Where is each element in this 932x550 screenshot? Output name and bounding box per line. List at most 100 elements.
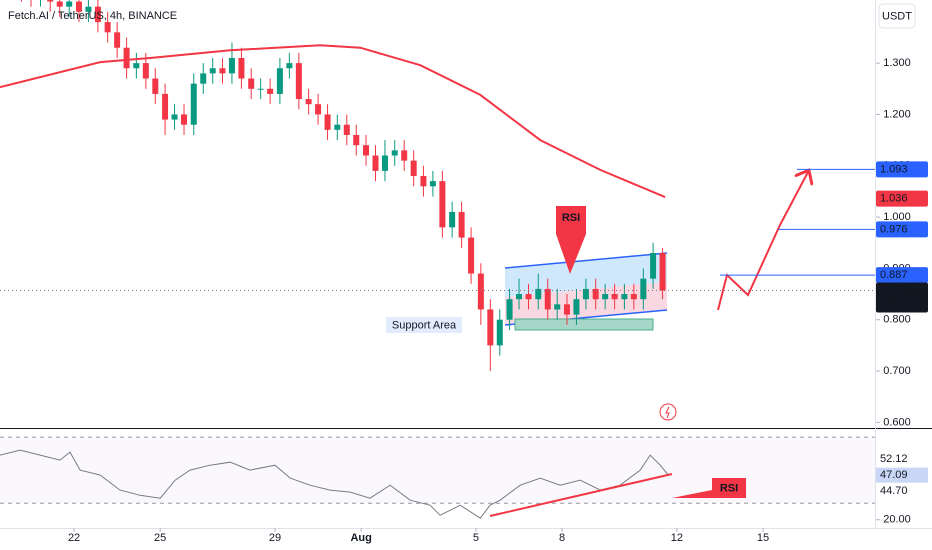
candle-body [496, 319, 503, 346]
candle-body [56, 1, 63, 7]
rsi-badge [876, 467, 928, 483]
candle-body [200, 73, 207, 84]
candle-body [468, 237, 475, 274]
candle-body [544, 288, 551, 310]
price-badge [876, 161, 928, 178]
candle-body [363, 145, 370, 156]
rsi-callout [556, 206, 586, 274]
event-icon[interactable] [659, 403, 677, 421]
candle-body [525, 294, 532, 300]
rsi-callout-lower [672, 478, 746, 498]
candle-body [286, 63, 293, 69]
candle-body [640, 278, 647, 300]
candle-body [592, 288, 599, 300]
candle-body [47, 0, 54, 2]
x-tick-label: 29 [269, 532, 281, 544]
candle-body [372, 155, 379, 171]
candle-body [171, 114, 178, 120]
rsi-badge-label: 47.09 [880, 469, 908, 481]
candle-body [420, 176, 427, 187]
candle-body [104, 22, 111, 33]
event-icon-bolt [665, 406, 670, 419]
currency-box[interactable] [878, 3, 916, 29]
rsi-badge [876, 451, 928, 467]
x-tick-label: 12 [671, 532, 683, 544]
y-tick-label: 1.300 [883, 57, 911, 69]
y-tick-label: 1.200 [883, 108, 911, 120]
rsi-line [0, 449, 669, 519]
candle-body [487, 309, 494, 346]
rsi-callout-lower-text: RSI [720, 482, 738, 494]
y-tick-label: 0.700 [883, 365, 911, 377]
countdown: 01:26:59 [880, 298, 923, 310]
price-badge-label: 1.036 [880, 193, 908, 205]
candle-body [563, 304, 570, 315]
channel-upper [505, 253, 667, 297]
candle-body [133, 63, 140, 69]
currency: USDT [882, 10, 912, 22]
candle-body [573, 299, 580, 315]
candle-body [516, 294, 523, 300]
price-badge [876, 267, 928, 284]
candle-body [621, 294, 628, 300]
x-tick-label: Aug [350, 532, 371, 544]
candle-body [257, 88, 264, 90]
candle-body [458, 211, 465, 238]
candle-body [630, 294, 637, 300]
support-zone [514, 318, 654, 331]
candle-body [410, 160, 417, 177]
rsi-badge-label: 52.12 [880, 453, 908, 465]
candle-body [353, 134, 360, 146]
price-badge-label: 1.093 [880, 163, 908, 175]
price-badge-label: 0.887 [880, 269, 908, 281]
x-tick-label: 8 [559, 532, 565, 544]
x-tick-label: 15 [757, 532, 769, 544]
x-tick-label: 5 [473, 532, 479, 544]
candle-body [602, 294, 609, 300]
chart-title: Fetch.AI / TetherUS, 4h, BINANCE [8, 10, 177, 22]
candle-body [439, 181, 446, 228]
moving-average [0, 44, 666, 199]
candle-body [401, 150, 408, 161]
candle-body [381, 155, 388, 171]
forecast-path [717, 172, 808, 311]
candle-body [391, 150, 398, 156]
candle-body [449, 211, 456, 228]
candle-body [248, 78, 255, 89]
price-badge-label: 0.857 [880, 284, 908, 296]
price-badge [876, 190, 928, 207]
candle-body [66, 1, 73, 7]
candle-body [181, 114, 188, 125]
candle-body [85, 6, 92, 12]
y-tick-label: 1.000 [883, 211, 911, 223]
support-label: Support Area [392, 319, 457, 331]
price-pane [0, 0, 668, 372]
candle-body [295, 63, 302, 100]
x-tick-label: 22 [68, 532, 80, 544]
rsi-trendline [489, 473, 673, 517]
candle-body [94, 6, 101, 23]
candle-body [324, 114, 331, 130]
candle-body [142, 63, 149, 79]
candle-body [334, 124, 341, 130]
candle-body [650, 253, 657, 279]
rsi-callout-text: RSI [562, 212, 580, 224]
candle-body [276, 68, 283, 94]
rsi-badge [876, 483, 928, 499]
candle-body [219, 68, 226, 74]
candle-body [190, 83, 197, 125]
y-tick-label: 0.600 [883, 416, 911, 428]
candle-body [123, 47, 130, 69]
candle-body [75, 1, 82, 12]
rsi-tick-label: 20.00 [883, 514, 911, 526]
price-badge [876, 221, 928, 238]
candle-body [228, 57, 235, 74]
candle-body [114, 32, 121, 48]
x-tick-label: 25 [154, 532, 166, 544]
candle-body [582, 288, 589, 300]
candle-body [506, 299, 513, 320]
support-label-bg [386, 317, 462, 333]
candle-body [477, 273, 484, 310]
